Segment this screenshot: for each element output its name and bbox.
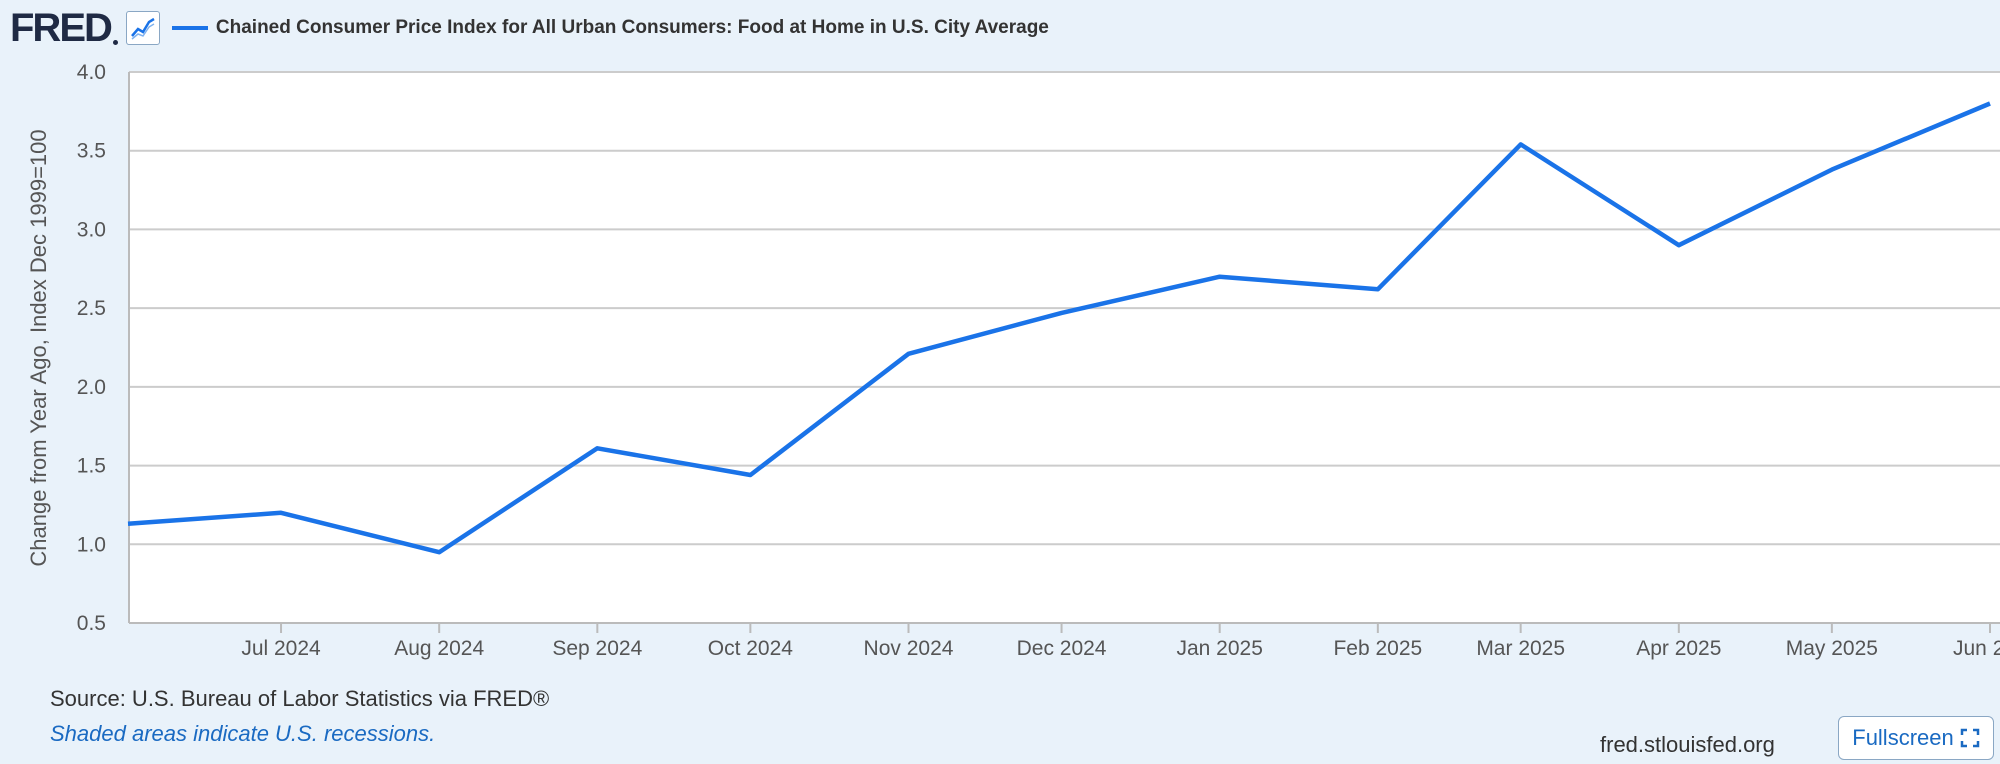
plot-area [129, 72, 2000, 623]
legend: Chained Consumer Price Index for All Urb… [171, 17, 1049, 39]
data-point[interactable] [1826, 164, 1838, 176]
y-tick-label: 0.5 [77, 612, 106, 635]
y-tick-label: 2.5 [77, 297, 106, 320]
x-tick-label: Apr 2025 [1636, 637, 1721, 660]
logo-registered-mark [112, 39, 118, 45]
data-point[interactable] [744, 469, 756, 481]
data-point[interactable] [1984, 97, 1996, 109]
x-tick-label: Jul 2024 [241, 637, 321, 660]
data-point[interactable] [1673, 239, 1685, 251]
chart-header: FRED Chained Consumer Price Index for Al… [10, 6, 1049, 50]
data-point[interactable] [122, 518, 134, 530]
data-point[interactable] [275, 507, 287, 519]
x-tick-label: Sep 2024 [552, 637, 642, 660]
y-tick-label: 1.5 [77, 455, 106, 478]
site-url[interactable]: fred.stlouisfed.org [1600, 732, 1775, 757]
fullscreen-icon [1960, 728, 1979, 748]
legend-swatch [171, 26, 208, 30]
data-point[interactable] [1515, 138, 1527, 150]
x-tick-label: Jan 2025 [1176, 637, 1262, 660]
data-point[interactable] [1372, 283, 1384, 295]
fred-logo[interactable]: FRED [10, 6, 113, 50]
y-tick-label: 3.0 [77, 218, 106, 241]
legend-series-label[interactable]: Chained Consumer Price Index for All Urb… [215, 17, 1049, 38]
x-tick-label: May 2025 [1786, 637, 1878, 660]
x-tick-label: Oct 2024 [708, 637, 794, 660]
y-tick-label: 1.0 [77, 533, 106, 556]
series-line[interactable] [127, 101, 1991, 555]
y-tick-label: 3.5 [77, 140, 106, 163]
x-tick-label: Mar 2025 [1476, 637, 1565, 660]
data-point[interactable] [903, 348, 915, 360]
data-point[interactable] [1056, 307, 1068, 319]
y-tick-label: 2.0 [77, 376, 106, 399]
x-tick-label: Aug 2024 [394, 637, 484, 660]
fullscreen-button[interactable]: Fullscreen [1838, 716, 1994, 760]
x-tick-label: Nov 2024 [864, 637, 954, 660]
fullscreen-label: Fullscreen [1852, 725, 1954, 750]
data-point[interactable] [591, 442, 603, 454]
recession-note: Shaded areas indicate U.S. recessions. [50, 721, 436, 746]
y-tick-label: 4.0 [77, 61, 106, 84]
x-tick-label: Dec 2024 [1017, 637, 1107, 660]
source-note: Source: U.S. Bureau of Labor Statistics … [50, 686, 550, 711]
data-point[interactable] [1214, 271, 1226, 283]
x-tick-label: Feb 2025 [1333, 637, 1422, 660]
graph-icon[interactable] [125, 11, 160, 45]
y-axis-label: Change from Year Ago, Index Dec 1999=100 [26, 129, 51, 566]
x-tick-label: Jun 20 [1953, 637, 2000, 660]
data-point[interactable] [433, 546, 445, 558]
